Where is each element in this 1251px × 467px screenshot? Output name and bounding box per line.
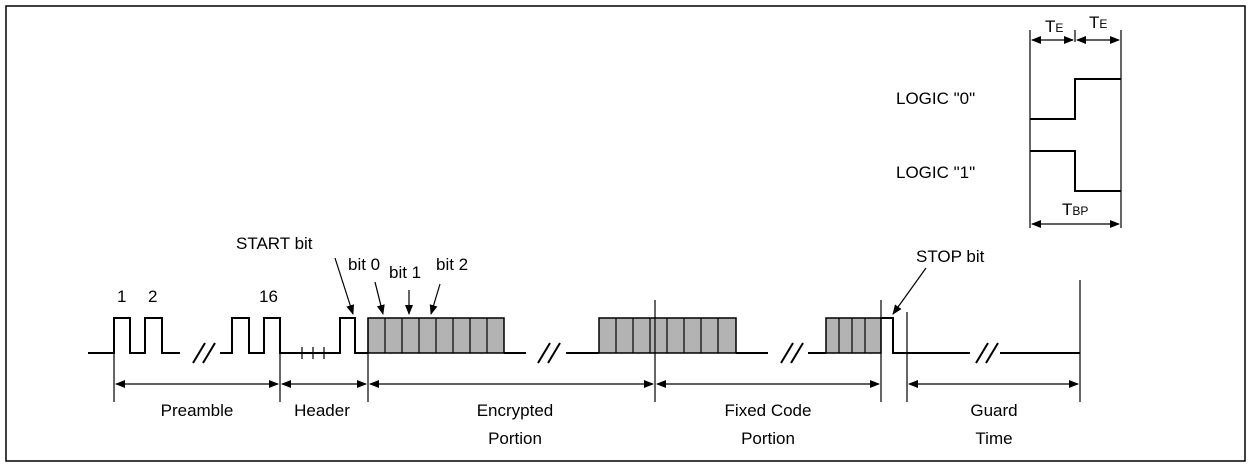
break-slash [192, 342, 206, 364]
preamble-label: Preamble [161, 401, 234, 420]
te-left-label: TE [1045, 17, 1063, 36]
stop-bit-label: STOP bit [916, 247, 985, 266]
encrypted-label-line2: Portion [488, 429, 542, 448]
pulse-16-label: 16 [259, 287, 278, 306]
break-slash [547, 342, 561, 364]
break-slash [790, 342, 804, 364]
final-data-block [825, 317, 882, 354]
header-label: Header [294, 401, 350, 420]
te-right-label: TE [1089, 13, 1107, 32]
bit2-label: bit 2 [436, 255, 468, 274]
diagram-border [5, 5, 1246, 462]
bit0-pointer [374, 281, 385, 315]
logic1-label: LOGIC "1" [896, 163, 975, 182]
pulse-2-label: 2 [148, 287, 157, 306]
break-slash [202, 342, 216, 364]
fixed-code-label-line2: Portion [741, 429, 795, 448]
start-bit-label: START bit [236, 234, 313, 253]
break-slash [985, 342, 999, 364]
encrypted-label-line1: Encrypted [477, 401, 554, 420]
bit2-pointer [429, 283, 441, 315]
pointer-arrows [334, 257, 927, 315]
break-slash [780, 342, 794, 364]
guard-time-label-line1: Guard [970, 401, 1017, 420]
bit1-label: bit 1 [389, 263, 421, 282]
logic1-waveform [1030, 150, 1121, 192]
start-bit-pointer [334, 257, 355, 315]
fixed-code-label-line1: Fixed Code [725, 401, 812, 420]
break-slash [537, 342, 551, 364]
tbp-label: TBP [1062, 200, 1088, 219]
pulse-1-label: 1 [117, 287, 126, 306]
encrypted-bit-dividers [384, 318, 488, 353]
logic0-waveform [1030, 78, 1121, 120]
stop-bit-pointer [892, 267, 927, 315]
logic0-label: LOGIC "0" [896, 89, 975, 108]
section-boundaries [113, 280, 1081, 402]
fixed-bit-dividers [615, 318, 719, 353]
bit0-label: bit 0 [348, 255, 380, 274]
main-waveform [88, 317, 1080, 364]
break-slash [975, 342, 989, 364]
stop-bit-pulse [881, 317, 970, 354]
guard-time-label-line2: Time [975, 429, 1012, 448]
bit-timing-inset: TE TE LOGIC "0" LOGIC "1" TBP [896, 13, 1122, 228]
